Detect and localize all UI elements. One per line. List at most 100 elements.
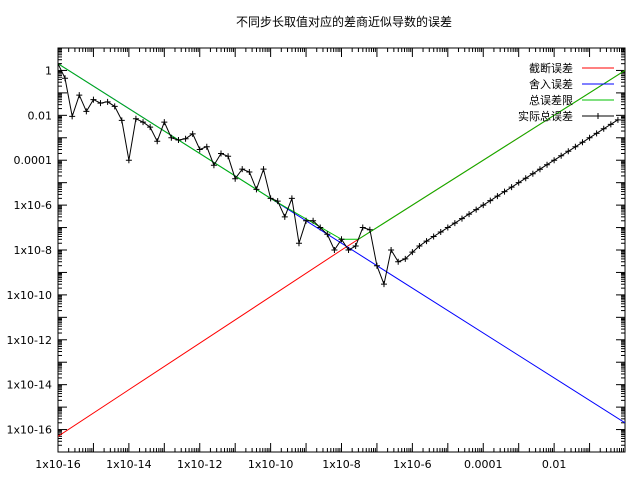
x-tick-label: 1x10-16 [35, 458, 80, 471]
data-point [58, 60, 61, 67]
data-point [239, 166, 246, 173]
data-point [458, 215, 465, 222]
data-point [544, 161, 551, 168]
data-point [295, 240, 302, 247]
data-point [593, 130, 600, 137]
data-point [473, 206, 480, 213]
data-point [210, 162, 217, 169]
data-point [409, 249, 416, 256]
data-point [232, 175, 239, 182]
data-point [182, 135, 189, 142]
data-point [161, 119, 168, 126]
data-point [310, 217, 317, 224]
data-point [154, 138, 161, 145]
legend-label: 截断误差 [529, 61, 573, 75]
data-point [614, 116, 621, 123]
data-point [69, 113, 76, 120]
legend-label: 实际总误差 [518, 109, 573, 123]
data-point [551, 157, 558, 164]
data-point [83, 108, 90, 115]
series-line-0 [58, 69, 625, 437]
data-point [515, 179, 522, 186]
y-tick-label: 0.01 [28, 109, 53, 122]
data-point [395, 258, 402, 265]
data-point [529, 170, 536, 177]
data-point [536, 166, 543, 173]
data-point [579, 139, 586, 146]
data-point [359, 224, 366, 231]
x-tick-label: 0.0001 [464, 458, 503, 471]
data-point [501, 188, 508, 195]
data-point [423, 238, 430, 245]
data-point [565, 148, 572, 155]
x-tick-label: 1x10-6 [393, 458, 431, 471]
data-point [253, 186, 260, 193]
data-point [175, 136, 182, 143]
data-point [76, 92, 83, 99]
data-point [466, 211, 473, 218]
data-point [132, 115, 139, 122]
data-point [522, 175, 529, 182]
y-tick-label: 1x10-10 [7, 289, 52, 302]
data-point [90, 96, 97, 103]
series-line-3 [58, 63, 619, 286]
data-point [104, 98, 111, 105]
data-point [62, 75, 69, 82]
y-tick-label: 1x10-8 [14, 244, 52, 257]
data-point [494, 193, 501, 200]
data-point [430, 233, 437, 240]
x-tick-label: 1x10-14 [106, 458, 151, 471]
data-point [380, 281, 387, 288]
data-point [303, 217, 310, 224]
legend-label: 总误差限 [529, 93, 573, 107]
data-point [444, 224, 451, 231]
chart-title: 不同步长取值对应的差商近似导数的误差 [236, 14, 452, 29]
data-point [558, 152, 565, 159]
data-point [97, 100, 104, 107]
data-point [168, 134, 175, 141]
x-tick-label: 1x10-10 [248, 458, 293, 471]
data-point [196, 146, 203, 153]
legend-label: 舍入误差 [529, 77, 573, 91]
data-point [147, 124, 154, 131]
axis-tick-labels: 1x10-16 1x10-14 1x10-12 1x10-10 1x10-8 1x10-6… [7, 64, 567, 471]
data-point [572, 143, 579, 150]
data-point [225, 153, 232, 160]
y-tick-label: 1x10-16 [7, 424, 52, 437]
data-point [487, 197, 494, 204]
y-tick-label: 1x10-12 [7, 334, 52, 347]
data-point [218, 150, 225, 157]
data-point [281, 213, 288, 220]
x-tick-label: 0.01 [542, 458, 567, 471]
x-tick-label: 1x10-12 [177, 458, 222, 471]
y-tick-label: 1x10-14 [7, 379, 52, 392]
data-point [111, 103, 118, 110]
data-point [118, 117, 125, 124]
legend-marker [595, 113, 601, 119]
data-point [388, 247, 395, 253]
data-point [480, 202, 487, 209]
series-line-2 [58, 63, 625, 240]
y-tick-label: 0.0001 [14, 154, 53, 167]
data-point [345, 247, 352, 253]
data-point [324, 231, 331, 238]
data-point [203, 143, 210, 150]
data-point [267, 195, 274, 202]
data-point [352, 243, 359, 250]
data-point [317, 224, 324, 231]
data-point [451, 220, 458, 227]
y-tick-label: 1x10-6 [14, 199, 52, 212]
data-point [508, 184, 515, 191]
data-point [373, 262, 380, 269]
data-point [125, 157, 132, 164]
series-group [58, 60, 625, 437]
data-point [140, 119, 147, 126]
data-point [366, 226, 373, 233]
data-point [402, 255, 409, 262]
data-point [338, 236, 345, 243]
data-point [274, 198, 281, 205]
y-tick-label: 1 [45, 64, 52, 77]
